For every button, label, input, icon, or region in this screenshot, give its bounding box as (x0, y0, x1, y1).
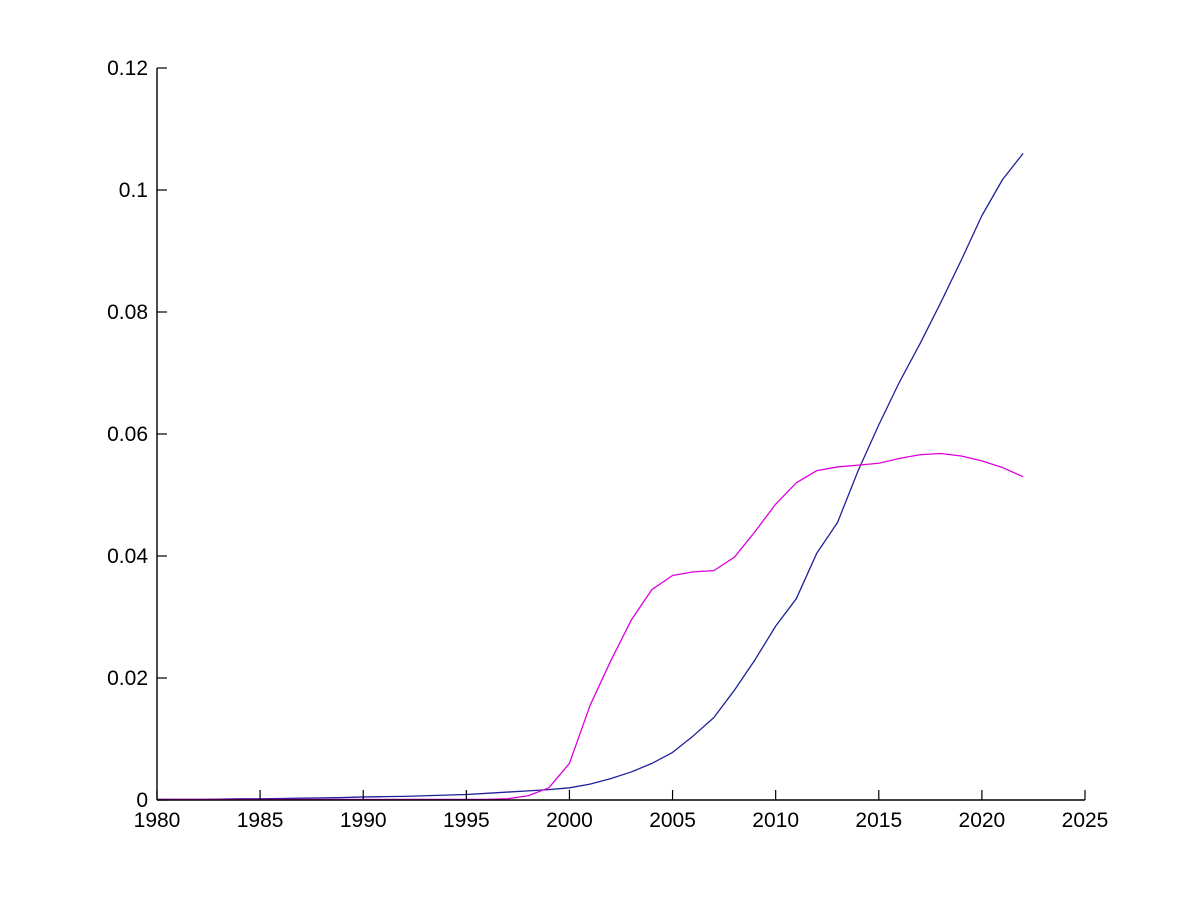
x-tick-label: 2020 (959, 809, 1006, 832)
x-tick-label: 2000 (546, 809, 593, 832)
x-tick-label: 1990 (340, 809, 387, 832)
y-tick-label: 0.12 (107, 57, 148, 80)
y-tick-label: 0 (136, 789, 148, 812)
x-tick-label: 1995 (443, 809, 490, 832)
y-tick-label: 0.02 (107, 667, 148, 690)
x-tick-label: 2015 (855, 809, 902, 832)
x-tick-label: 2010 (752, 809, 799, 832)
x-tick-label: 1980 (134, 809, 181, 832)
y-tick-label: 0.08 (107, 301, 148, 324)
series-blue-line (157, 152, 1024, 801)
x-tick-label: 2025 (1062, 809, 1109, 832)
series-magenta-line (157, 452, 1024, 801)
y-tick-label: 0.06 (107, 423, 148, 446)
x-tick-label: 2005 (649, 809, 696, 832)
x-tick-label: 1985 (237, 809, 284, 832)
y-tick-label: 0.1 (119, 179, 148, 202)
y-tick-label: 0.04 (107, 545, 148, 568)
